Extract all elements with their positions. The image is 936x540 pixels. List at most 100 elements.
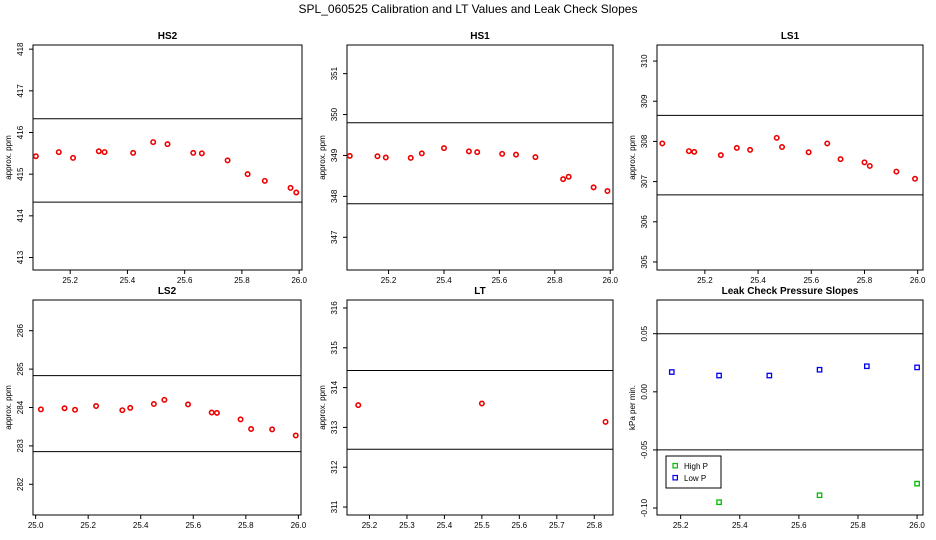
plot-frame (656, 44, 924, 271)
panel-title: LS1 (781, 31, 800, 42)
data-point (465, 148, 472, 155)
panel-leak-check-pressure-slopes: Leak Check Pressure Slopes 25.2 25.4 25.6 25… (628, 286, 925, 530)
x-tick-label: 25.6 (803, 276, 819, 285)
plot-frame (346, 299, 614, 516)
panel-ls1: LS1 25.2 25.4 25.6 25.8 26.0 305 306 307 308 309 31… (628, 31, 926, 285)
data-point (532, 154, 539, 161)
data-point (914, 480, 920, 487)
x-tick-label: 25.2 (697, 276, 713, 285)
x-tick-label: 25.4 (750, 276, 766, 285)
x-tick-label: 25.4 (120, 276, 136, 285)
data-point (499, 150, 506, 157)
x-tick-label: 25.8 (586, 521, 602, 530)
x-tick-label: 25.4 (437, 521, 453, 530)
data-point (292, 432, 299, 439)
data-point (716, 499, 722, 506)
x-tick-label: 25.8 (850, 521, 866, 530)
data-point (150, 401, 157, 408)
data-point (914, 364, 920, 371)
data-point (72, 406, 79, 413)
y-tick-label: 314 (330, 380, 339, 394)
y-tick-label: 282 (16, 477, 25, 491)
x-tick-label: 25.4 (436, 276, 452, 285)
y-tick-label: 0.00 (640, 383, 649, 399)
data-point (837, 156, 844, 163)
y-tick-label: 348 (330, 189, 339, 203)
y-tick-label: 309 (640, 94, 649, 108)
y-axis-label: approx. ppm (628, 135, 637, 180)
plot-frame (32, 44, 303, 271)
data-point (805, 149, 812, 156)
plot-frame (656, 299, 924, 516)
data-point (213, 409, 220, 416)
x-tick-label: 25.4 (133, 521, 149, 530)
y-tick-label: 286 (16, 323, 25, 337)
data-point (893, 168, 900, 175)
x-tick-label: 25.6 (185, 521, 201, 530)
x-tick-label: 25.4 (732, 521, 748, 530)
x-tick-label: 25.6 (492, 276, 508, 285)
panel-hs1: HS1 25.2 25.4 25.6 25.8 26.0 347 348 349 350 351 ap… (318, 31, 619, 285)
x-tick-label: 25.2 (381, 276, 397, 285)
data-point (224, 157, 231, 164)
data-point (604, 188, 611, 195)
y-tick-label: 315 (330, 341, 339, 355)
y-tick-label: 418 (16, 42, 25, 56)
x-tick-label: 25.6 (791, 521, 807, 530)
panel-ls2: LS2 25.0 25.2 25.4 25.6 25.8 26.0 282 283 284 285 2… (4, 286, 307, 530)
y-tick-label: 0.05 (640, 325, 649, 341)
data-point (691, 148, 698, 155)
y-tick-label: 305 (640, 255, 649, 269)
y-tick-label: 285 (16, 362, 25, 376)
y-tick-label: 308 (640, 134, 649, 148)
data-point (565, 173, 572, 180)
data-point (346, 152, 353, 159)
data-point (248, 425, 255, 432)
data-point (824, 140, 831, 147)
panel-title: Leak Check Pressure Slopes (722, 286, 859, 297)
figure-suptitle: SPL_060525 Calibration and LT Values and… (299, 2, 638, 16)
data-point (55, 149, 62, 156)
data-point (119, 407, 126, 414)
legend-label: High P (684, 462, 708, 471)
y-tick-label: 351 (330, 66, 339, 80)
data-point (407, 154, 414, 161)
data-point (816, 492, 823, 499)
data-point (668, 369, 675, 375)
y-tick-label: 313 (330, 420, 339, 434)
legend-marker (672, 474, 679, 481)
data-point (164, 141, 171, 148)
data-point (747, 146, 754, 153)
data-point (602, 418, 609, 425)
x-tick-label: 25.0 (28, 521, 44, 530)
data-point (208, 409, 215, 416)
y-tick-label: 349 (330, 148, 339, 162)
data-point (355, 402, 362, 409)
data-point (779, 144, 786, 151)
x-tick-label: 26.0 (291, 521, 307, 530)
y-tick-label: 306 (640, 215, 649, 229)
data-point (127, 404, 134, 411)
panels-container: HS2 25.2 25.4 25.6 25.8 26.0 413 414 415 416 417 41… (4, 31, 926, 530)
data-point (590, 184, 597, 191)
x-tick-label: 26.0 (602, 276, 618, 285)
x-tick-label: 25.8 (547, 276, 563, 285)
data-point (418, 150, 425, 157)
data-point (61, 405, 68, 412)
data-point (37, 406, 44, 413)
legend-marker (672, 462, 679, 469)
legend-label: Low P (684, 474, 706, 483)
data-point (478, 400, 485, 407)
data-point (161, 396, 168, 403)
data-point (716, 372, 722, 379)
y-tick-label: -0.10 (640, 498, 649, 517)
x-tick-label: 26.0 (291, 276, 307, 285)
y-tick-label: 417 (16, 84, 25, 98)
y-tick-label: 312 (330, 460, 339, 474)
plot-frame (346, 44, 614, 271)
y-tick-label: 311 (330, 500, 339, 513)
data-point (474, 149, 481, 156)
data-point (773, 134, 780, 141)
x-tick-label: 25.5 (474, 521, 490, 530)
data-point (95, 148, 102, 155)
